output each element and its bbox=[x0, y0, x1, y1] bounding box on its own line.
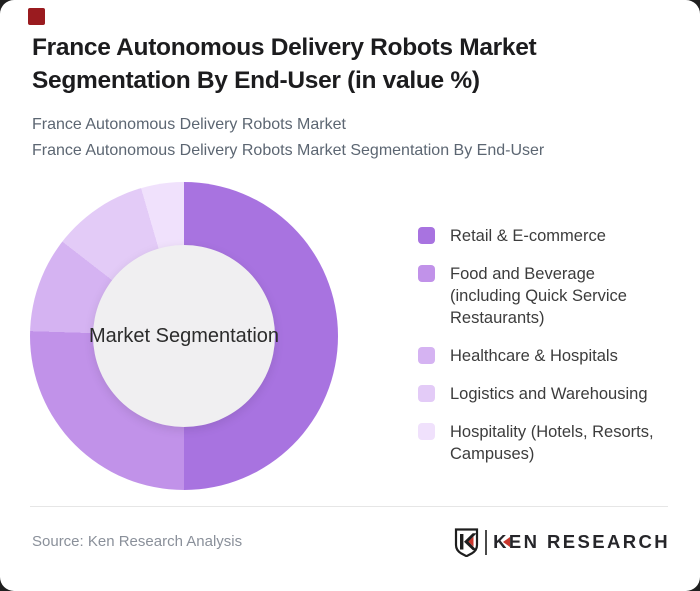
page-subtitle: France Autonomous Delivery Robots Market… bbox=[32, 112, 652, 164]
source-text: Source: Ken Research Analysis bbox=[32, 533, 243, 550]
legend-item: Food and Beverage (including Quick Servi… bbox=[418, 263, 670, 329]
brand-corner-square bbox=[28, 8, 45, 25]
page-title: France Autonomous Delivery Robots Market… bbox=[32, 31, 632, 97]
legend-swatch-icon bbox=[418, 227, 435, 244]
donut-hole: Market Segmentation bbox=[89, 245, 279, 427]
logo-separator bbox=[485, 529, 488, 555]
legend-item: Logistics and Warehousing bbox=[418, 383, 670, 405]
subtitle-line2: France Autonomous Delivery Robots Market… bbox=[32, 142, 545, 159]
footer-divider bbox=[30, 506, 668, 507]
logo-text-wrap: KEN RESEARCH bbox=[493, 527, 670, 557]
page-title-line1: France Autonomous Delivery Robots Market bbox=[32, 34, 537, 61]
legend-label: Retail & E-commerce bbox=[450, 227, 606, 245]
legend-item: Hospitality (Hotels, Resorts, Campuses) bbox=[418, 421, 670, 465]
legend-label: Hospitality (Hotels, Resorts, Campuses) bbox=[450, 423, 654, 463]
chart-legend: Retail & E-commerce Food and Beverage (in… bbox=[418, 225, 670, 481]
legend-swatch-icon bbox=[418, 385, 435, 402]
donut-center-label: Market Segmentation bbox=[88, 324, 280, 347]
legend-swatch-icon bbox=[418, 265, 435, 282]
legend-swatch-icon bbox=[418, 347, 435, 364]
page-title-line2: Segmentation By End-User (in value %) bbox=[32, 67, 480, 94]
donut-chart: Market Segmentation bbox=[30, 182, 338, 490]
legend-label: Food and Beverage (including Quick Servi… bbox=[450, 265, 627, 327]
legend-item: Healthcare & Hospitals bbox=[418, 345, 670, 367]
subtitle-line1: France Autonomous Delivery Robots Market bbox=[32, 116, 346, 133]
legend-item: Retail & E-commerce bbox=[418, 225, 670, 247]
legend-swatch-icon bbox=[418, 423, 435, 440]
ken-research-shield-icon bbox=[455, 527, 479, 557]
legend-label: Logistics and Warehousing bbox=[450, 385, 648, 403]
ken-research-logo: KEN RESEARCH bbox=[453, 527, 670, 557]
logo-k-red-triangle-icon bbox=[503, 537, 511, 547]
logo-text: KEN RESEARCH bbox=[493, 531, 670, 552]
legend-label: Healthcare & Hospitals bbox=[450, 347, 618, 365]
